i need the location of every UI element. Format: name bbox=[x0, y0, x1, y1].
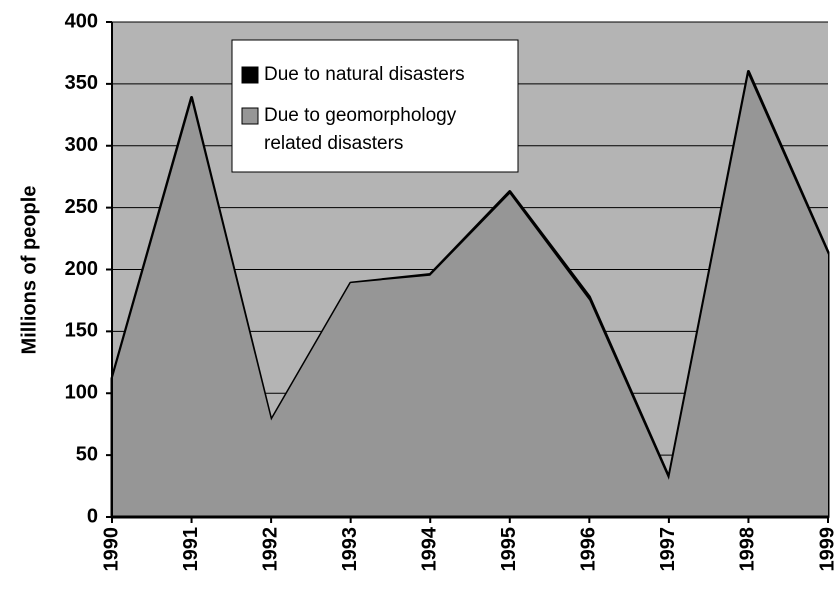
x-tick-label: 1991 bbox=[180, 527, 202, 572]
y-tick-label: 400 bbox=[65, 10, 98, 32]
x-tick-label: 1995 bbox=[498, 527, 520, 572]
y-tick-label: 250 bbox=[65, 196, 98, 218]
y-tick-label: 50 bbox=[76, 443, 98, 465]
x-tick-label: 1998 bbox=[737, 527, 759, 572]
area bbox=[112, 75, 828, 518]
y-tick-label: 200 bbox=[65, 258, 98, 280]
y-tick-label: 300 bbox=[65, 134, 98, 156]
y-axis-label: Millions of people bbox=[18, 186, 40, 355]
x-tick-label: 1996 bbox=[578, 527, 600, 572]
legend-label: Due to geomorphology bbox=[264, 105, 457, 126]
x-tick-label: 1999 bbox=[816, 527, 838, 572]
y-tick-label: 100 bbox=[65, 382, 98, 404]
y-tick-label: 150 bbox=[65, 320, 98, 342]
legend-swatch bbox=[241, 107, 259, 125]
legend-swatch bbox=[241, 66, 259, 84]
x-tick-label: 1992 bbox=[259, 527, 281, 572]
y-tick-label: 0 bbox=[87, 505, 98, 527]
y-tick-label: 350 bbox=[65, 72, 98, 94]
x-tick-label: 1990 bbox=[100, 527, 122, 572]
x-tick-label: 1994 bbox=[419, 526, 441, 571]
x-tick-label: 1993 bbox=[339, 527, 361, 572]
legend-label: related disasters bbox=[264, 133, 403, 154]
legend-box bbox=[231, 39, 519, 173]
x-tick-label: 1997 bbox=[657, 527, 679, 572]
legend-label: Due to natural disasters bbox=[264, 64, 465, 85]
